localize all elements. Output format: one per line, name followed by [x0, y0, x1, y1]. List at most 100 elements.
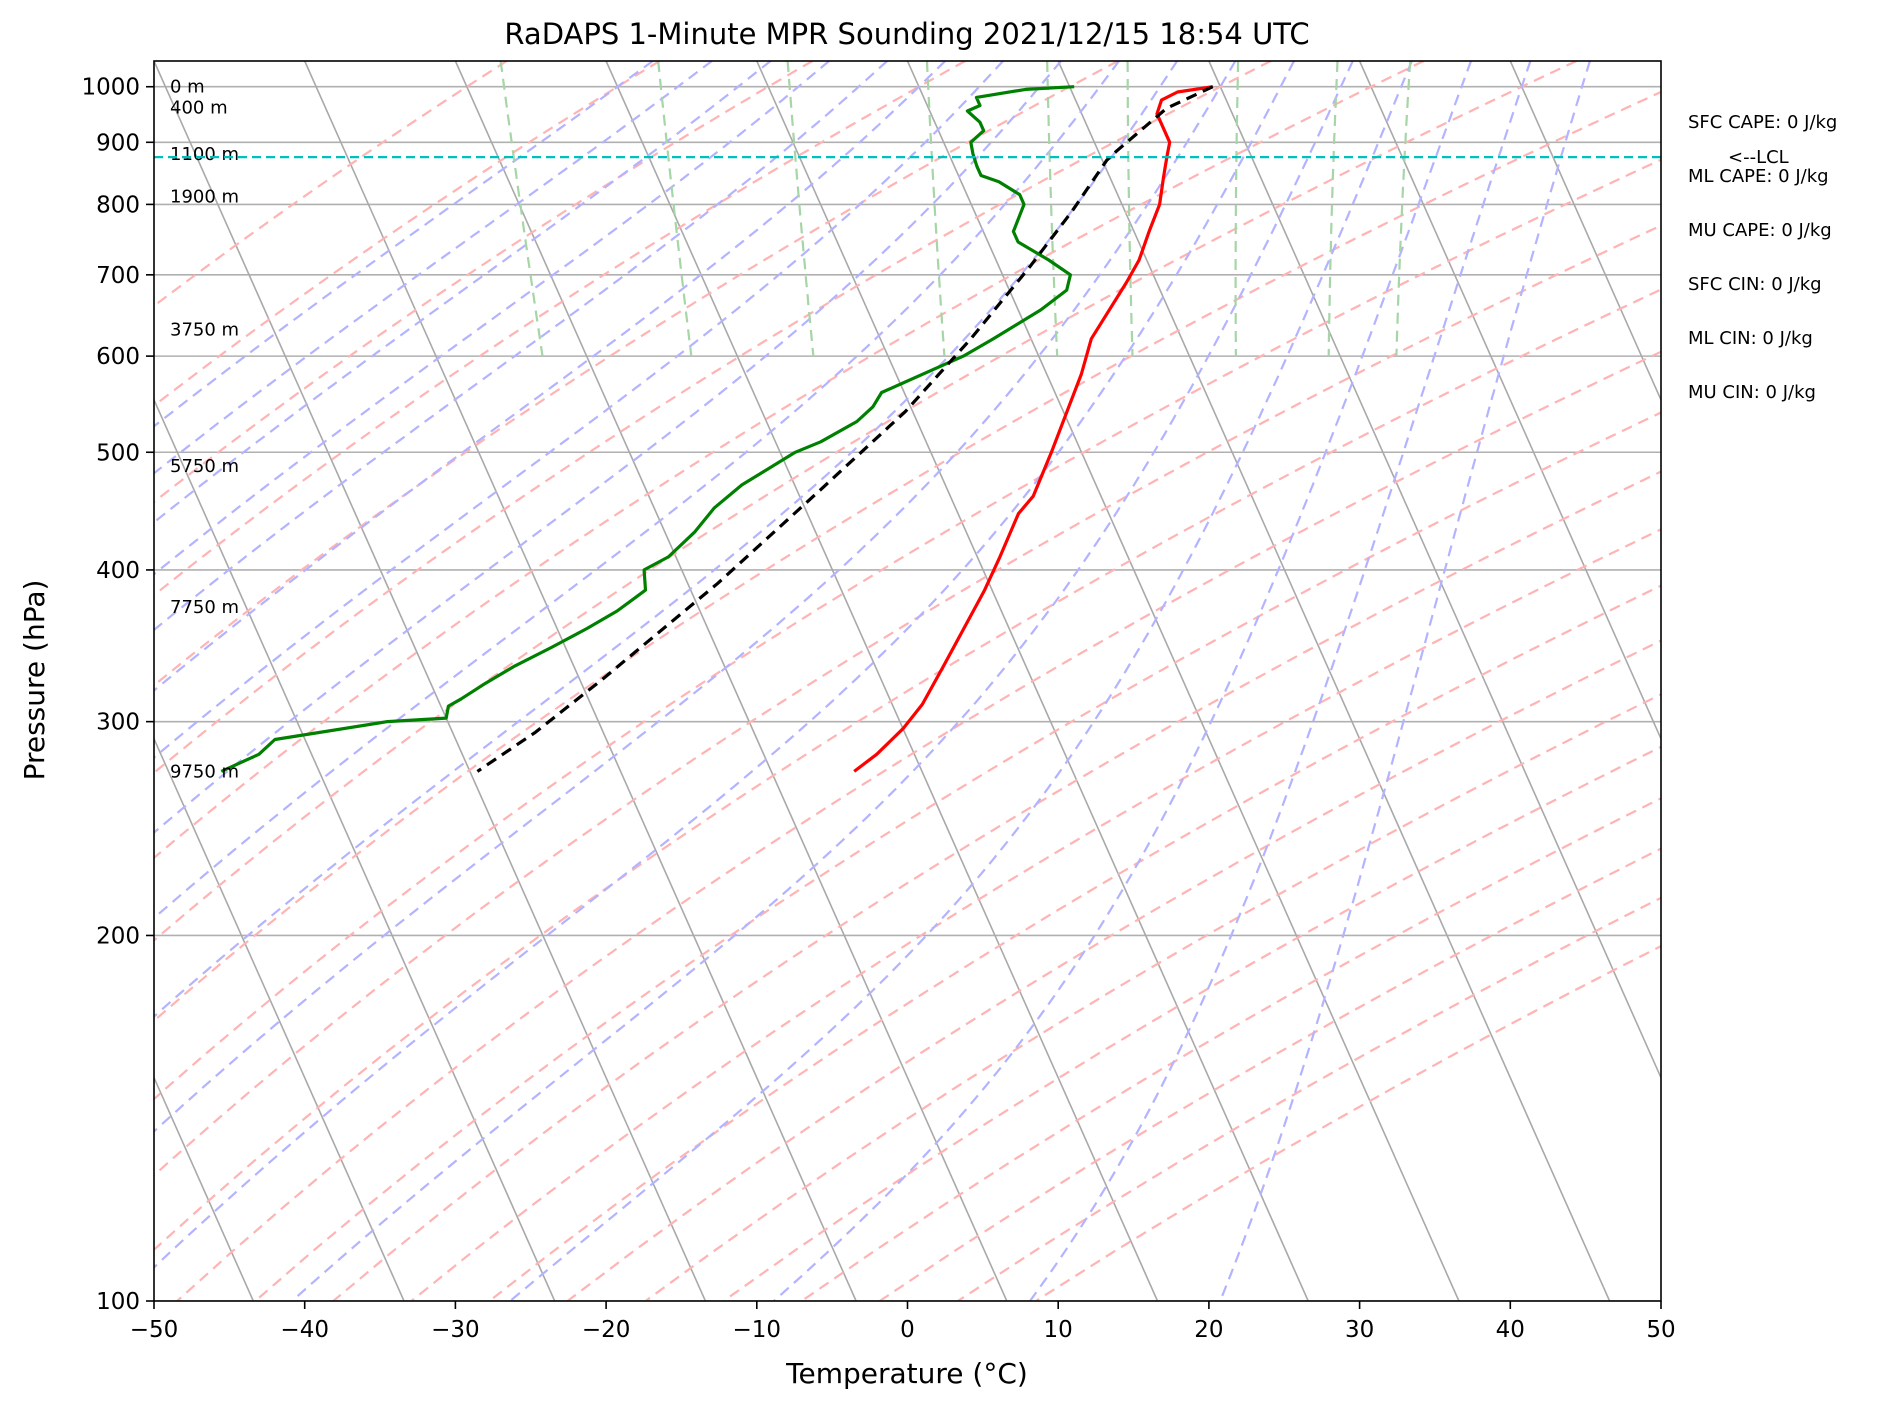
- x-tick-label: 50: [1646, 1317, 1675, 1343]
- profile-series-layer: [220, 85, 1214, 773]
- isotherm-line: [1208, 61, 1661, 1080]
- moist-adiabat-line: [154, 61, 1237, 1133]
- dry-adiabat-line: [154, 61, 814, 504]
- x-tick-label: 10: [1044, 1317, 1073, 1343]
- mixing-ratio-line: [1234, 61, 1240, 357]
- moist-adiabat-line: [154, 61, 1062, 835]
- height-label: 0 m: [170, 77, 205, 98]
- y-axis-ticks: 100 200 300 400 500 600 700 800 900 1000: [81, 75, 154, 1315]
- dry-adiabat-line: [154, 61, 1272, 775]
- y-tick-label: 900: [96, 130, 140, 156]
- dry-adiabat-line: [154, 61, 1425, 860]
- x-axis-ticks: −50 −40 −30 −20 −10 0 10 20 30 40 50: [130, 1301, 1676, 1343]
- isotherm-line: [154, 736, 405, 1301]
- x-tick-label: −20: [582, 1317, 631, 1343]
- moist-adiabat-line: [154, 61, 830, 576]
- dry-adiabat-line: [154, 61, 508, 308]
- moist-adiabat-line: [1029, 61, 1532, 1301]
- y-tick-label: 800: [96, 192, 140, 218]
- dry-adiabat-line: [154, 158, 1661, 1101]
- y-tick-label: 200: [96, 923, 140, 949]
- isotherm-line: [906, 61, 1460, 1301]
- dry-adiabat-line: [176, 350, 1661, 1301]
- moist-adiabat-line: [1219, 61, 1591, 1301]
- dry-adiabat-line: [254, 411, 1661, 1301]
- isotherm-line: [605, 61, 1159, 1301]
- stability-index-label: ML CIN: 0 J/kg: [1688, 328, 1813, 349]
- dry-adiabat-line: [488, 584, 1661, 1301]
- y-tick-label: 1000: [81, 75, 140, 101]
- height-label: 3750 m: [170, 320, 239, 341]
- mixing-ratio-line: [925, 61, 946, 357]
- isotherm-line: [0, 61, 103, 1301]
- dry-adiabat-line: [957, 896, 1661, 1301]
- dry-adiabat-line: [1035, 944, 1661, 1301]
- plot-frame: [153, 60, 1662, 1302]
- x-tick-label: 0: [900, 1317, 915, 1343]
- dry-adiabat-line: [332, 470, 1661, 1301]
- moist-adiabat-line: [154, 61, 1295, 1269]
- isotherm-line: [1057, 61, 1611, 1301]
- height-labels: 9750 m 7750 m 5750 m 3750 m 1900 m 1100 m 400 …: [170, 77, 239, 783]
- height-label: 1100 m: [170, 144, 239, 165]
- y-tick-label: 400: [96, 558, 140, 584]
- stability-index-label: MU CAPE: 0 J/kg: [1688, 220, 1832, 241]
- x-tick-label: −30: [431, 1317, 480, 1343]
- isotherm-line: [154, 61, 707, 1301]
- x-axis-title: Temperature (°C): [785, 1357, 1028, 1390]
- moist-adiabat-line: [773, 61, 1473, 1301]
- moist-adiabat-line: [154, 61, 1179, 1018]
- mixing-ratio-line: [1327, 61, 1339, 357]
- mixing-ratio-line: [1126, 61, 1134, 357]
- background-grid: [0, 61, 1661, 1301]
- mixing-ratio-line: [1046, 61, 1059, 357]
- moist-adiabat-line: [154, 61, 946, 692]
- dry-adiabat-line: [154, 90, 1661, 1023]
- dry-adiabat-line: [722, 745, 1661, 1301]
- moist-adiabat-line: [154, 61, 1120, 920]
- chart-title: RaDAPS 1-Minute MPR Sounding 2021/12/15 …: [504, 17, 1309, 51]
- mixing-ratio-line: [499, 61, 544, 357]
- stability-index-label: SFC CAPE: 0 J/kg: [1688, 112, 1837, 133]
- isotherm-line: [1358, 61, 1661, 741]
- height-label: 7750 m: [170, 597, 239, 618]
- isotherm-line: [454, 61, 1008, 1301]
- lcl-label: <--LCL: [1728, 147, 1789, 168]
- height-label: 1900 m: [170, 187, 239, 208]
- stability-indices: SFC CAPE: 0 J/kg ML CAPE: 0 J/kg MU CAPE: …: [1688, 112, 1837, 403]
- dry-adiabat-line: [644, 693, 1661, 1301]
- isotherm-line: [1660, 61, 1661, 63]
- moist-adiabat-line: [154, 61, 888, 632]
- dry-adiabat-line: [154, 61, 661, 408]
- dry-adiabat-line: [154, 224, 1661, 1177]
- x-tick-label: 20: [1194, 1317, 1223, 1343]
- temperature-profile-line: [853, 85, 1214, 773]
- lcl-marker: <--LCL: [154, 147, 1789, 168]
- dewpoint-profile-line: [220, 85, 1075, 773]
- height-label: 9750 m: [170, 761, 239, 782]
- mixing-ratio-line: [786, 61, 815, 357]
- x-tick-label: 30: [1345, 1317, 1374, 1343]
- height-label: 400 m: [170, 98, 228, 119]
- stability-index-label: MU CIN: 0 J/kg: [1688, 382, 1816, 403]
- y-tick-label: 100: [96, 1289, 140, 1315]
- moist-adiabat-line: [154, 61, 1004, 759]
- dry-adiabat-line: [154, 288, 1661, 1252]
- moist-adiabat-line: [154, 61, 713, 475]
- x-tick-label: −10: [733, 1317, 782, 1343]
- moist-adiabat-line: [509, 61, 1413, 1301]
- y-tick-label: 600: [96, 344, 140, 370]
- y-tick-label: 500: [96, 440, 140, 466]
- moist-adiabat-line: [154, 61, 654, 428]
- dry-adiabat-line: [154, 61, 1119, 687]
- stability-index-label: ML CAPE: 0 J/kg: [1688, 166, 1829, 187]
- moist-adiabat-line: [291, 61, 1354, 1301]
- parcel-path-line: [476, 85, 1214, 773]
- dry-adiabat-line: [879, 847, 1661, 1301]
- dry-adiabat-line: [154, 61, 1577, 942]
- isotherm-line: [1509, 61, 1661, 402]
- x-tick-label: −40: [280, 1317, 329, 1343]
- mixing-ratio-line: [1395, 61, 1412, 357]
- x-tick-label: −50: [130, 1317, 179, 1343]
